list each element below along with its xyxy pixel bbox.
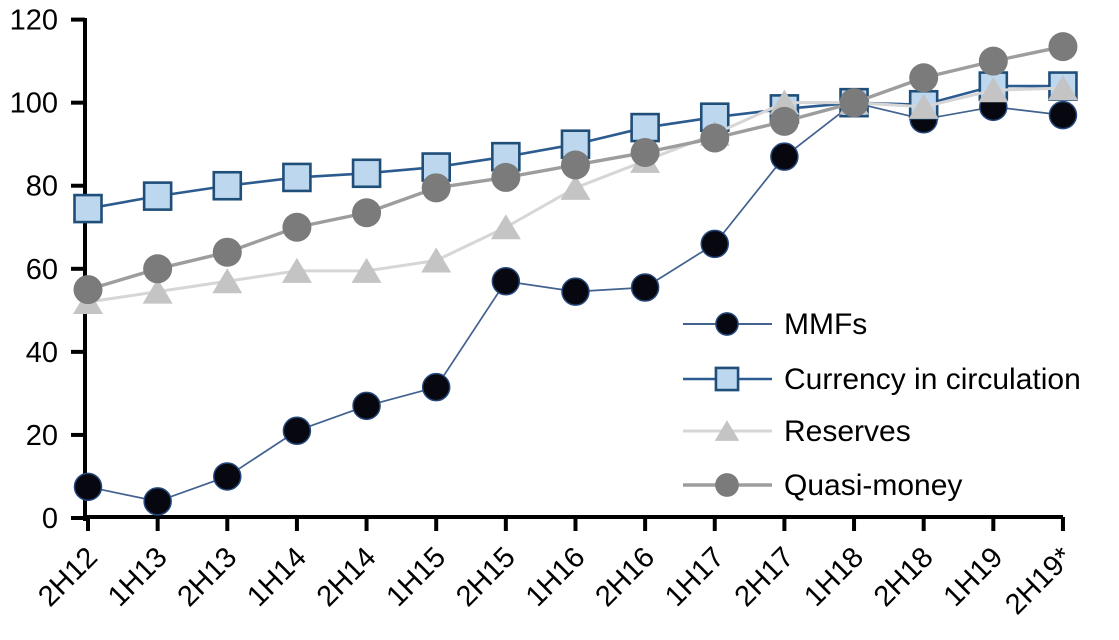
x-tick-label: 2H12 [32, 541, 104, 613]
circle-marker [909, 63, 939, 93]
triangle-marker [714, 420, 740, 441]
circle-marker [421, 372, 451, 402]
circle-marker [143, 487, 172, 516]
legend: MMFs Currency in circulation Reserves Quasi… [683, 308, 1081, 502]
x-tick-label-group: 2H19* [999, 541, 1079, 621]
circle-marker [630, 273, 660, 302]
y-tick-label: 120 [10, 5, 58, 37]
x-tick-label-group: 2H12 [32, 541, 104, 613]
circle-marker [769, 106, 799, 136]
circle-marker [700, 229, 730, 259]
square-marker [351, 158, 382, 189]
legend-label-reserves: Reserves [784, 415, 911, 448]
x-tick-label-group: 2H14 [311, 541, 383, 613]
circle-marker [715, 473, 739, 497]
square-marker [282, 162, 312, 193]
circle-marker [491, 267, 521, 296]
y-tick-label: 40 [26, 337, 58, 369]
x-tick-label: 2H19* [999, 541, 1079, 621]
x-tick-label-group: 2H16 [589, 541, 661, 613]
circle-marker [630, 138, 660, 168]
circle-marker [1048, 100, 1078, 130]
y-tick-label: 20 [26, 420, 58, 452]
triangle-marker [769, 89, 800, 115]
x-tick-label: 1H14 [241, 541, 313, 613]
x-tick-label-group: 1H13 [102, 541, 174, 613]
y-tick-label: 100 [10, 88, 58, 120]
legend-label-currency-in-circulation: Currency in circulation [784, 363, 1081, 396]
y-tick-label: 80 [26, 171, 58, 203]
x-tick-label: 1H17 [659, 541, 731, 613]
triangle-marker [490, 214, 521, 240]
square-marker [630, 112, 660, 143]
circle-marker [491, 162, 521, 192]
circle-marker [421, 173, 451, 203]
square-marker [73, 193, 103, 224]
circle-marker [73, 275, 103, 305]
x-tick-label: 2H13 [172, 541, 244, 613]
circle-marker [352, 198, 382, 228]
triangle-marker [351, 257, 382, 283]
x-tick-label: 1H13 [102, 541, 174, 613]
circle-marker [1048, 32, 1078, 62]
circle-marker [212, 237, 242, 267]
legend-item-quasi-money: Quasi-money [683, 469, 962, 502]
triangle-marker [142, 278, 173, 304]
circle-marker [282, 212, 312, 242]
y-tick-label: 60 [26, 254, 58, 286]
x-tick-label: 1H16 [520, 541, 592, 613]
triangle-marker [1047, 75, 1078, 101]
circle-marker [770, 142, 799, 171]
legend-label-mmfs: MMFs [784, 308, 867, 341]
circle-marker [73, 472, 103, 502]
x-tick-label-group: 2H15 [450, 541, 522, 613]
triangle-marker [212, 268, 243, 294]
x-tick-label-group: 1H19 [938, 541, 1010, 613]
circle-marker [282, 416, 312, 446]
square-marker [491, 141, 521, 172]
triangle-marker [560, 174, 591, 200]
circle-marker [978, 46, 1008, 76]
x-tick-label: 1H15 [380, 541, 452, 613]
circle-marker [839, 88, 869, 118]
x-tick-label-group: 2H13 [172, 541, 244, 613]
triangle-marker [421, 247, 452, 273]
x-tick-label-group: 2H17 [729, 541, 801, 613]
x-tick-label: 1H19 [938, 541, 1010, 613]
square-marker [212, 170, 243, 201]
circle-marker [143, 254, 173, 284]
triangle-marker [281, 257, 312, 283]
x-tick-label-group: 1H16 [520, 541, 592, 613]
circle-marker [560, 150, 590, 180]
square-marker [142, 181, 173, 211]
legend-item-currency-in-circulation: Currency in circulation [683, 363, 1081, 396]
x-tick-label-group: 1H15 [380, 541, 452, 613]
y-tick-label: 0 [42, 503, 58, 535]
triangle-marker [978, 77, 1009, 103]
x-tick-label: 2H17 [729, 541, 801, 613]
circle-marker [352, 391, 381, 421]
x-tick-label: 2H15 [450, 541, 522, 613]
legend-label-quasi-money: Quasi-money [784, 469, 962, 502]
circle-marker [213, 462, 242, 491]
series-quasi-money [73, 32, 1078, 305]
circle-marker [715, 312, 739, 336]
x-tick-label-group: 1H18 [798, 541, 870, 613]
legend-item-mmfs: MMFs [683, 308, 867, 341]
x-tick-label: 1H18 [798, 541, 870, 613]
x-tick-label-group: 1H17 [659, 541, 731, 613]
legend-item-reserves: Reserves [683, 415, 911, 448]
x-tick-label-group: 1H14 [241, 541, 313, 613]
x-tick-label: 2H16 [589, 541, 661, 613]
square-marker [714, 366, 740, 392]
circle-marker [561, 277, 590, 306]
x-tick-label-group: 2H18 [868, 541, 940, 613]
circle-marker [700, 123, 730, 153]
x-tick-label: 2H18 [868, 541, 940, 613]
triangle-marker [908, 93, 939, 119]
x-tick-label: 2H14 [311, 541, 383, 613]
